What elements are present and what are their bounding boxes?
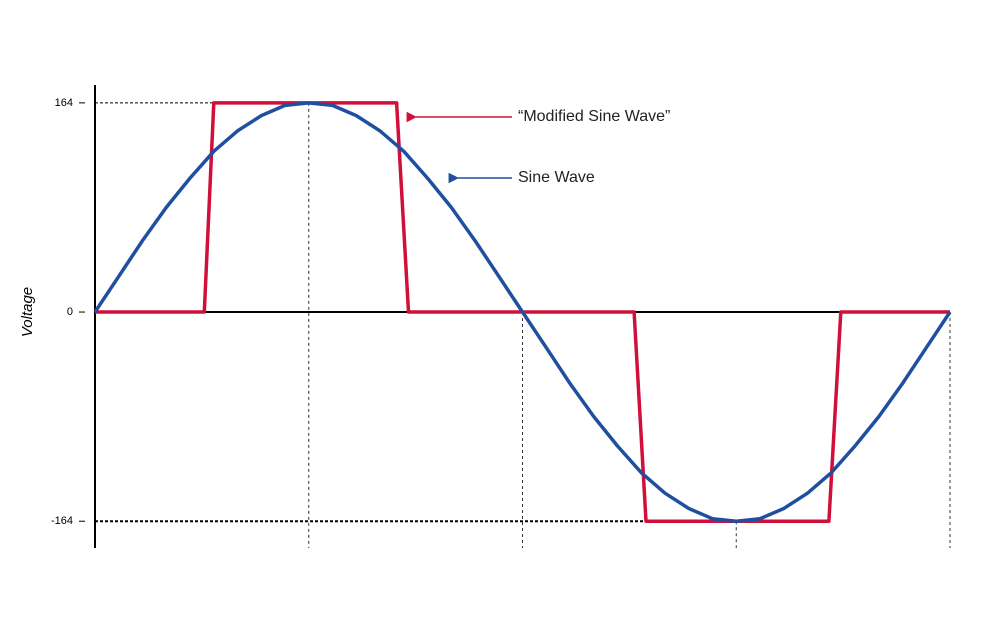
legend-label: “Modified Sine Wave” <box>518 108 670 125</box>
y-tick-label: 0 <box>67 306 73 318</box>
y-tick-label: 164 <box>55 97 73 109</box>
legend-label: Sine Wave <box>518 169 595 186</box>
y-tick-label: -164 <box>51 515 73 527</box>
y-axis-label: Voltage <box>19 287 36 337</box>
series-line <box>93 101 952 523</box>
